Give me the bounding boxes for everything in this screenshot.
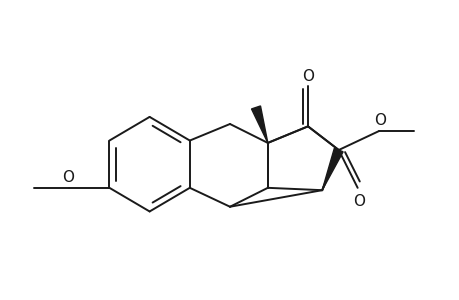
Polygon shape	[251, 106, 267, 143]
Text: O: O	[353, 194, 364, 209]
Text: O: O	[62, 169, 74, 184]
Text: O: O	[373, 113, 385, 128]
Text: O: O	[302, 69, 313, 84]
Polygon shape	[321, 148, 342, 190]
